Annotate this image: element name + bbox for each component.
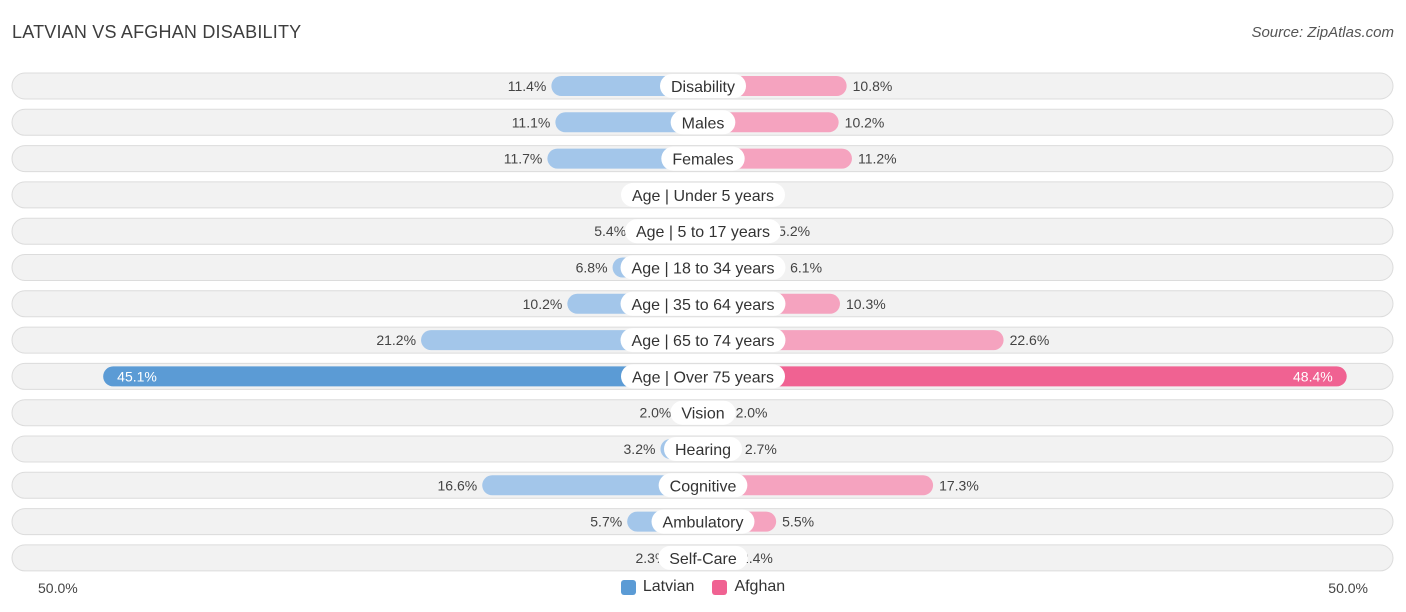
value-label-afghan: 10.2% — [845, 114, 885, 130]
category-label-pill — [651, 509, 755, 534]
value-label-latvian: 5.4% — [594, 223, 626, 239]
category-label-pill — [659, 74, 747, 98]
row-females: 11.7% 11.2% Females — [11, 145, 1394, 173]
category-label-pill — [620, 255, 786, 280]
row-males: 11.1% 10.2% Males — [11, 108, 1394, 136]
category-label: Hearing — [675, 442, 731, 459]
category-label-pill — [670, 400, 736, 425]
value-label-latvian: 11.1% — [512, 114, 551, 130]
category-label-pill — [670, 110, 736, 135]
value-label-afghan: 10.8% — [853, 78, 893, 94]
category-label: Disability — [671, 79, 735, 96]
value-label-afghan: 2.7% — [745, 441, 777, 457]
value-label-latvian: 11.4% — [508, 78, 547, 94]
row-age-5-to-17-years: 5.4% 5.2% Age | 5 to 17 years — [11, 217, 1394, 245]
bar-latvian — [482, 475, 703, 496]
legend: Latvian Afghan — [0, 578, 1406, 596]
category-label-pill — [621, 364, 785, 389]
category-label-pill — [620, 291, 786, 316]
value-label-latvian: 3.2% — [624, 441, 656, 457]
category-label: Males — [682, 115, 725, 132]
category-label-pill — [624, 219, 782, 244]
category-label-pill — [663, 437, 743, 461]
value-label-latvian: 5.7% — [590, 514, 622, 530]
value-label-afghan: 22.6% — [1010, 332, 1050, 348]
row-age-over-75-years: 45.1% 48.4% Age | Over 75 years — [11, 362, 1394, 390]
bar-afghan — [703, 112, 839, 133]
row-vision: 2.0% 2.0% Vision — [11, 399, 1394, 427]
row-self-care: 2.3% 2.4%Self-Care — [11, 544, 1394, 572]
value-label-latvian: 45.1% — [117, 368, 157, 384]
bar-afghan — [703, 366, 1347, 387]
value-label-afghan: 17.3% — [939, 477, 979, 493]
category-label: Ambulatory — [663, 515, 744, 532]
legend-item-latvian[interactable]: Latvian — [620, 578, 695, 596]
bar-latvian — [103, 366, 704, 387]
chart-title: LATVIAN VS AFGHAN DISABILITY — [12, 22, 302, 42]
category-label: Age | Under 5 years — [632, 188, 774, 205]
category-label-pill — [658, 473, 748, 498]
row-age-65-to-74-years: 21.2% 22.6% Age | 65 to 74 years — [11, 326, 1394, 354]
value-label-latvian: 2.0% — [639, 405, 671, 421]
row-cognitive: 16.6% 17.3% Cognitive — [11, 471, 1394, 499]
category-label: Age | 65 to 74 years — [632, 333, 775, 350]
value-label-afghan: 6.1% — [790, 260, 822, 276]
value-label-afghan: 5.2% — [778, 223, 810, 239]
category-label: Age | Over 75 years — [632, 369, 774, 386]
value-label-afghan: 5.5% — [782, 514, 814, 530]
row-hearing: 3.2% 2.7% Hearing — [11, 435, 1394, 463]
category-label: Females — [672, 152, 733, 169]
value-label-afghan: 10.3% — [846, 296, 886, 312]
category-label: Age | 18 to 34 years — [632, 261, 775, 278]
category-label: Vision — [681, 406, 724, 423]
bar-afghan — [703, 475, 934, 496]
row-age-18-to-34-years: 6.8% 6.1% Age | 18 to 34 years — [11, 254, 1394, 281]
value-label-afghan: 11.2% — [858, 151, 897, 167]
category-label-pill — [661, 146, 745, 171]
row-age-35-to-64-years: 10.2% 10.3% Age | 35 to 64 years — [11, 290, 1394, 318]
value-label-latvian: 10.2% — [523, 296, 563, 312]
bar-latvian — [555, 112, 703, 133]
source-credit: Source: ZipAtlas.com — [1251, 24, 1394, 41]
category-label-pill — [658, 545, 748, 570]
value-label-afghan: 48.4% — [1293, 368, 1333, 384]
category-label-pill — [620, 328, 786, 353]
legend-label-afghan: Afghan — [734, 578, 786, 595]
diverging-bar-chart: 11.4% 10.8% Disability 11.1% 10.2% Males 11.7%… — [11, 72, 1394, 572]
value-label-latvian: 16.6% — [438, 477, 478, 493]
value-label-latvian: 21.2% — [376, 332, 416, 348]
axis-right-label: 50.0% — [1328, 580, 1368, 596]
value-label-latvian: 11.7% — [504, 151, 543, 167]
category-label: Age | 5 to 17 years — [636, 224, 770, 241]
category-label: Cognitive — [670, 478, 737, 495]
legend-label-latvian: Latvian — [642, 578, 695, 595]
value-label-afghan: 2.0% — [736, 405, 768, 421]
legend-swatch-afghan — [712, 579, 728, 595]
category-label-pill — [620, 182, 786, 207]
category-label: Self-Care — [669, 551, 737, 568]
value-label-latvian: 6.8% — [576, 260, 608, 276]
legend-item-afghan[interactable]: Afghan — [712, 578, 785, 596]
axis-left-label: 50.0% — [38, 580, 78, 596]
category-label: Age | 35 to 64 years — [632, 297, 775, 314]
row-disability: 11.4% 10.8% Disability — [11, 72, 1394, 100]
row-ambulatory: 5.7% 5.5% Ambulatory — [11, 508, 1394, 536]
legend-swatch-latvian — [620, 579, 636, 595]
row-age-under-5-years: 1.3%0.94%Age | Under 5 years — [11, 181, 1394, 209]
value-label-afghan: 2.4% — [741, 550, 773, 566]
